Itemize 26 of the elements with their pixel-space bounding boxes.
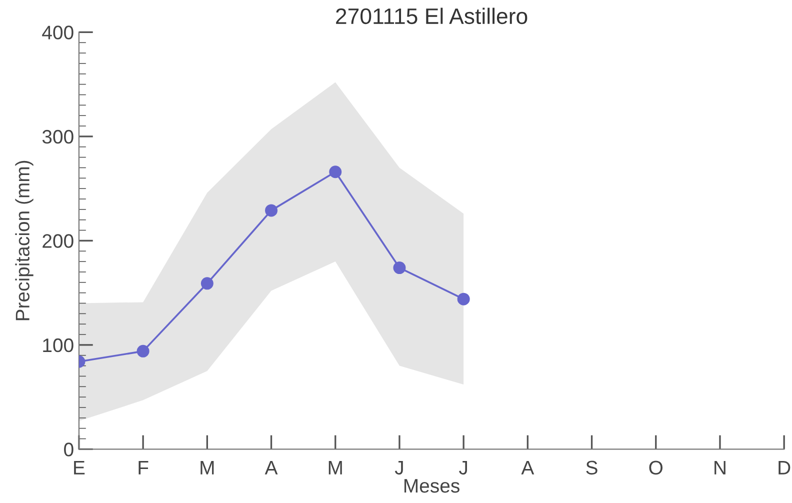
- x-tick-label: A: [264, 461, 278, 474]
- x-axis-title: Meses: [404, 479, 460, 493]
- x-tick-label: D: [778, 461, 790, 474]
- x-tick-label: M: [200, 461, 214, 474]
- y-tick-label: 200: [42, 234, 74, 248]
- point: [393, 262, 406, 274]
- y-tick-label: 100: [43, 338, 74, 352]
- point: [329, 166, 342, 178]
- point: [200, 277, 214, 290]
- chart-title: 2701115 El Astillero: [336, 8, 528, 24]
- x-tick-label: O: [649, 460, 663, 475]
- y-tick-label: 300: [42, 130, 74, 144]
- x-tick-label: M: [328, 461, 342, 474]
- x-tick-label: E: [74, 461, 85, 474]
- point: [265, 204, 278, 217]
- x-tick-label: J: [394, 461, 403, 475]
- point: [136, 344, 150, 358]
- x-tick-label: F: [138, 461, 148, 474]
- y-axis-title: Precipitacion (mm): [15, 160, 34, 320]
- x-tick-label: S: [586, 460, 598, 475]
- y-tick-label: 400: [42, 26, 74, 40]
- x-tick-label: A: [521, 461, 534, 474]
- x-tick-label: N: [714, 461, 726, 474]
- x-tick-label: J: [459, 461, 467, 475]
- y-tick-label: 0: [64, 442, 74, 456]
- point: [457, 292, 470, 306]
